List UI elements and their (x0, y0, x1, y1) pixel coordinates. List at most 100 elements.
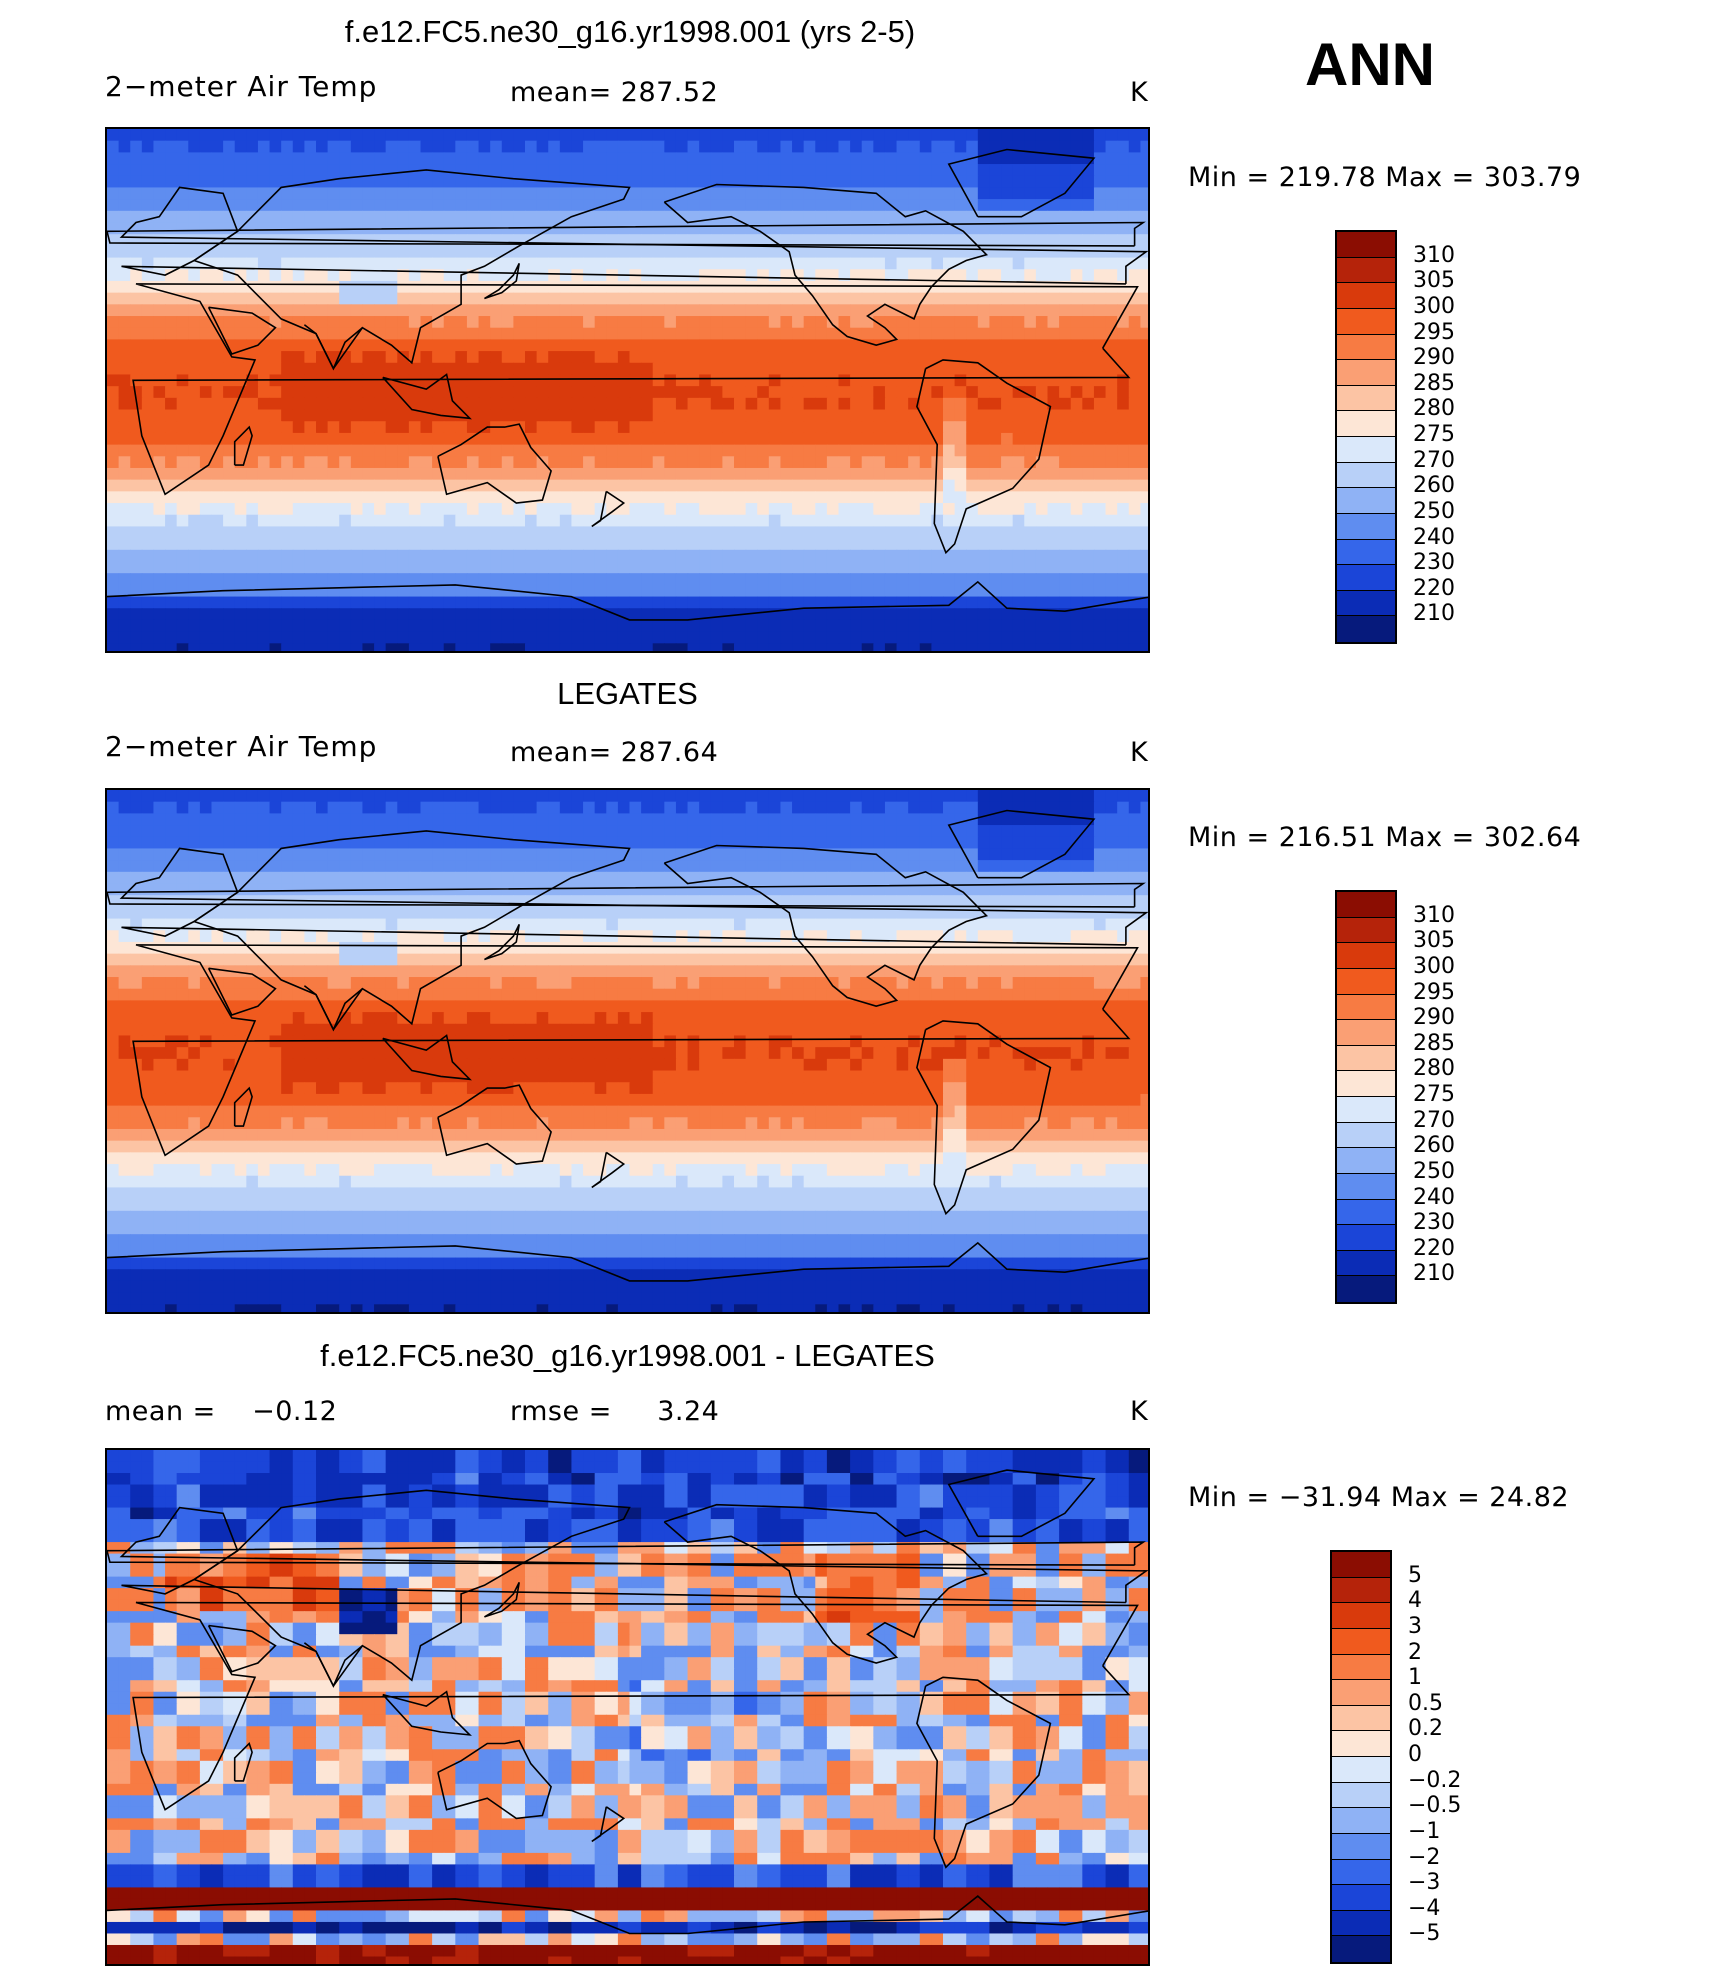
panel-2-map (105, 788, 1150, 1314)
contour-cell (188, 801, 201, 814)
contour-cell (455, 573, 468, 586)
contour-cell (675, 883, 689, 896)
contour-cell (397, 584, 410, 598)
contour-cell (629, 210, 642, 224)
contour-cell (304, 339, 317, 352)
contour-cell (257, 164, 271, 177)
contour-cell (641, 327, 654, 340)
contour-cell (513, 245, 526, 259)
contour-cell (408, 860, 422, 873)
contour-cell (432, 631, 445, 644)
contour-cell (199, 316, 213, 329)
contour-cell (629, 199, 642, 212)
contour-cell (792, 280, 805, 294)
contour-cell (269, 409, 282, 422)
contour-cell (850, 374, 863, 387)
contour-cell (931, 374, 944, 387)
contour-cell (803, 836, 816, 850)
contour-cell (1105, 848, 1118, 861)
contour-cell (908, 503, 921, 516)
contour-cell (513, 801, 526, 814)
contour-cell (699, 339, 712, 352)
contour-cell (408, 257, 422, 270)
contour-cell (757, 269, 770, 282)
contour-cell (1082, 790, 1095, 803)
contour-cell (699, 825, 712, 838)
contour-cell (501, 848, 514, 861)
contour-cell (722, 801, 735, 814)
contour-cell (675, 479, 689, 492)
contour-cell (490, 339, 503, 352)
contour-cell (838, 351, 851, 364)
contour-cell (780, 549, 793, 563)
contour-cell (269, 210, 282, 224)
contour-cell (1070, 584, 1083, 598)
contour-cell (1082, 561, 1095, 574)
contour-cell (583, 813, 596, 826)
contour-cell (606, 327, 619, 340)
contour-cell (850, 596, 863, 609)
contour-cell (559, 514, 573, 528)
contour-cell (1070, 397, 1083, 411)
contour-cell (884, 362, 898, 376)
contour-cell (362, 479, 375, 492)
contour-cell (931, 825, 944, 838)
contour-cell (629, 825, 642, 838)
contour-cell (989, 561, 1002, 574)
contour-cell (826, 608, 840, 621)
contour-cell (385, 199, 398, 212)
contour-cell (1105, 538, 1118, 551)
contour-cell (478, 836, 491, 850)
contour-cell (1035, 479, 1049, 492)
contour-cell (757, 245, 770, 259)
contour-cell (687, 409, 700, 422)
contour-cell (687, 222, 700, 235)
coastline-segment (107, 221, 1146, 247)
contour-cell (420, 444, 433, 457)
contour-cell (316, 631, 329, 644)
contour-cell (687, 631, 700, 644)
contour-cell (513, 573, 526, 586)
contour-cell (989, 316, 1002, 329)
contour-cell (826, 152, 840, 165)
contour-cell (757, 152, 770, 165)
contour-cell (1117, 129, 1130, 142)
contour-cell (536, 409, 549, 422)
contour-cell (536, 871, 549, 885)
contour-cell (710, 538, 723, 551)
contour-cell (316, 467, 329, 481)
contour-cell (443, 245, 456, 259)
contour-cell (1035, 573, 1049, 586)
contour-cell (1082, 175, 1095, 189)
contour-cell (768, 514, 782, 528)
contour-cell (815, 234, 828, 247)
contour-cell (1012, 895, 1025, 908)
contour-cell (443, 836, 456, 850)
contour-cell (397, 397, 410, 411)
contour-cell (1012, 175, 1025, 189)
contour-cell (281, 491, 294, 504)
contour-cell (571, 386, 584, 399)
contour-cell (188, 152, 201, 165)
contour-cell (792, 129, 805, 142)
contour-cell (292, 631, 305, 644)
contour-cell (525, 245, 538, 259)
contour-cell (606, 467, 619, 481)
contour-cell (1140, 222, 1148, 235)
contour-cell (1035, 327, 1049, 340)
coastlines (107, 148, 1148, 621)
contour-cell (780, 280, 793, 294)
contour-cell (699, 386, 712, 399)
contour-cell (780, 316, 793, 329)
contour-cell (478, 269, 491, 282)
contour-cell (768, 257, 782, 270)
contour-cell (141, 339, 155, 352)
contour-cell (664, 883, 677, 896)
contour-cell (1012, 199, 1025, 212)
contour-cell (548, 608, 561, 621)
contour-cell (559, 883, 573, 896)
contour-cell (617, 129, 631, 142)
contour-cell (617, 608, 631, 621)
contour-cell (768, 491, 782, 504)
contour-cell (327, 643, 340, 651)
